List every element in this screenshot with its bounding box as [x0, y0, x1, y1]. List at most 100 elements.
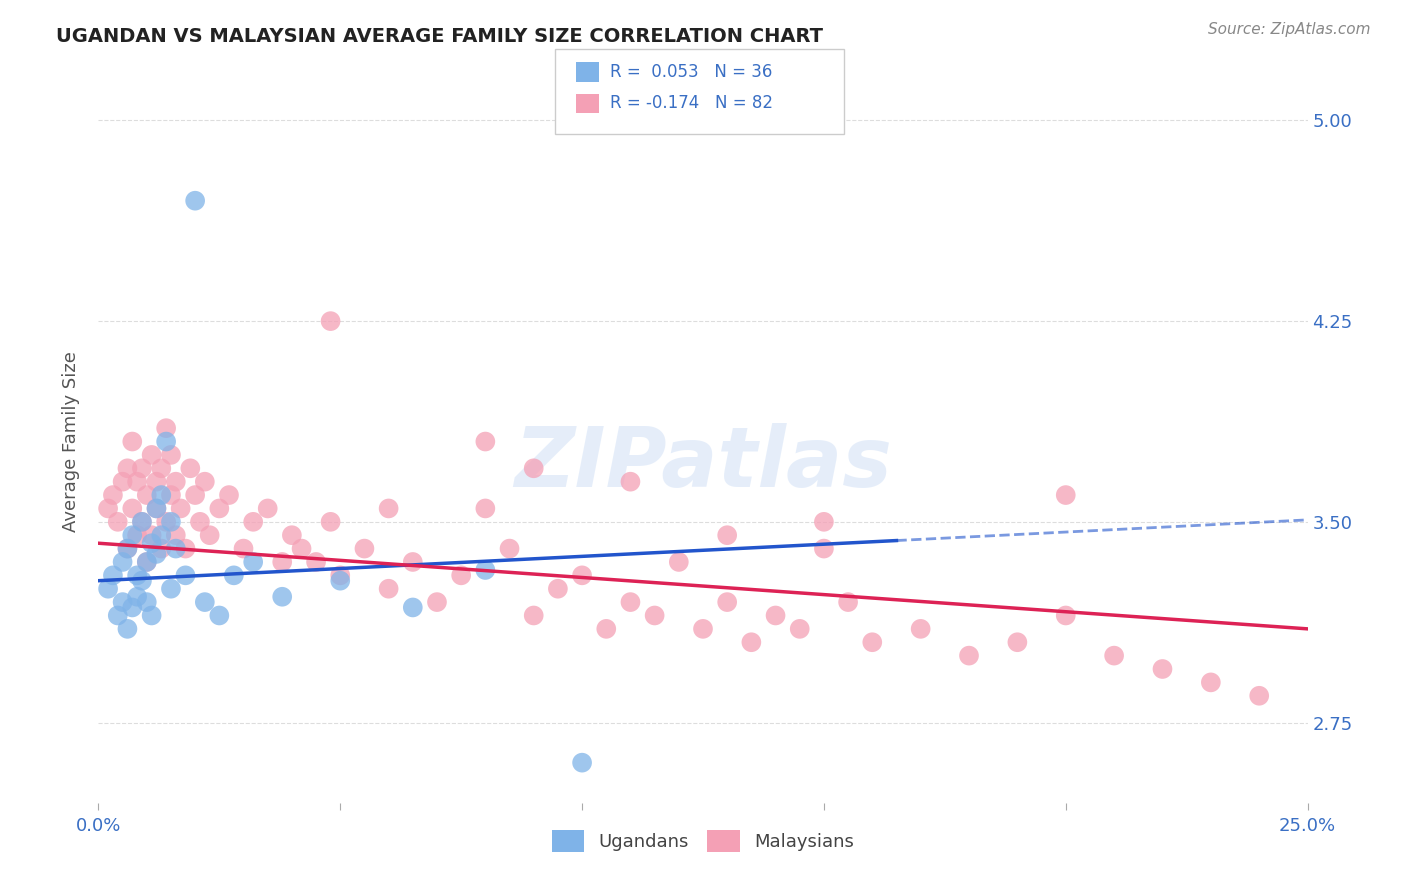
Point [184, 194, 207, 208]
Point [150, 488, 173, 502]
Point [117, 622, 139, 636]
Text: Source: ZipAtlas.com: Source: ZipAtlas.com [1208, 22, 1371, 37]
Point [402, 555, 425, 569]
Point [107, 515, 129, 529]
Point [174, 541, 197, 556]
Point [1054, 608, 1077, 623]
Point [135, 595, 157, 609]
Point [222, 568, 245, 582]
Point [135, 555, 157, 569]
Point [271, 590, 294, 604]
Text: ZIPatlas: ZIPatlas [515, 423, 891, 504]
Point [179, 461, 201, 475]
Point [97, 582, 120, 596]
Point [1249, 689, 1271, 703]
Point [160, 488, 183, 502]
Point [910, 622, 932, 636]
Point [716, 595, 738, 609]
Point [165, 528, 187, 542]
Point [232, 541, 254, 556]
Point [619, 475, 641, 489]
Point [668, 555, 690, 569]
Point [141, 536, 163, 550]
Point [184, 488, 207, 502]
Point [523, 461, 546, 475]
Point [813, 541, 835, 556]
Point [150, 541, 173, 556]
Point [329, 568, 352, 582]
Point [319, 515, 342, 529]
Point [765, 608, 787, 623]
Point [117, 461, 139, 475]
Point [571, 756, 593, 770]
Point [117, 541, 139, 556]
Point [121, 600, 143, 615]
Point [290, 541, 312, 556]
Point [619, 595, 641, 609]
Point [131, 515, 153, 529]
Point [523, 608, 546, 623]
Point [165, 541, 187, 556]
Point [789, 622, 811, 636]
Point [117, 541, 139, 556]
Y-axis label: Average Family Size: Average Family Size [62, 351, 80, 532]
Legend: Ugandans, Malaysians: Ugandans, Malaysians [544, 822, 862, 859]
Point [198, 528, 221, 542]
Point [194, 475, 217, 489]
Point [208, 501, 231, 516]
Point [155, 421, 177, 435]
Point [155, 515, 177, 529]
Point [155, 434, 177, 449]
Point [1199, 675, 1222, 690]
Point [141, 528, 163, 542]
Point [174, 568, 197, 582]
Point [131, 574, 153, 588]
Point [150, 528, 173, 542]
Point [101, 568, 124, 582]
Point [547, 582, 569, 596]
Point [111, 595, 134, 609]
Text: R =  0.053   N = 36: R = 0.053 N = 36 [610, 63, 772, 81]
Point [188, 515, 211, 529]
Point [127, 528, 149, 542]
Point [160, 515, 183, 529]
Point [474, 563, 496, 577]
Point [127, 590, 149, 604]
Point [145, 547, 167, 561]
Point [121, 501, 143, 516]
Point [319, 314, 342, 328]
Point [218, 488, 240, 502]
Point [305, 555, 328, 569]
Point [141, 608, 163, 623]
Point [644, 608, 666, 623]
Point [402, 600, 425, 615]
Point [160, 582, 183, 596]
Point [141, 448, 163, 462]
Point [353, 541, 375, 556]
Point [194, 595, 217, 609]
Point [1152, 662, 1174, 676]
Point [595, 622, 617, 636]
Point [426, 595, 449, 609]
Point [1054, 488, 1077, 502]
Point [145, 501, 167, 516]
Point [242, 555, 264, 569]
Point [281, 528, 304, 542]
Point [135, 555, 157, 569]
Point [256, 501, 278, 516]
Point [97, 501, 120, 516]
Point [111, 555, 134, 569]
Point [377, 501, 399, 516]
Point [145, 475, 167, 489]
Point [1102, 648, 1125, 663]
Point [450, 568, 472, 582]
Text: UGANDAN VS MALAYSIAN AVERAGE FAMILY SIZE CORRELATION CHART: UGANDAN VS MALAYSIAN AVERAGE FAMILY SIZE… [56, 27, 824, 45]
Point [474, 434, 496, 449]
Point [860, 635, 883, 649]
Point [107, 608, 129, 623]
Point [160, 448, 183, 462]
Point [131, 461, 153, 475]
Point [145, 501, 167, 516]
Point [101, 488, 124, 502]
Point [498, 541, 520, 556]
